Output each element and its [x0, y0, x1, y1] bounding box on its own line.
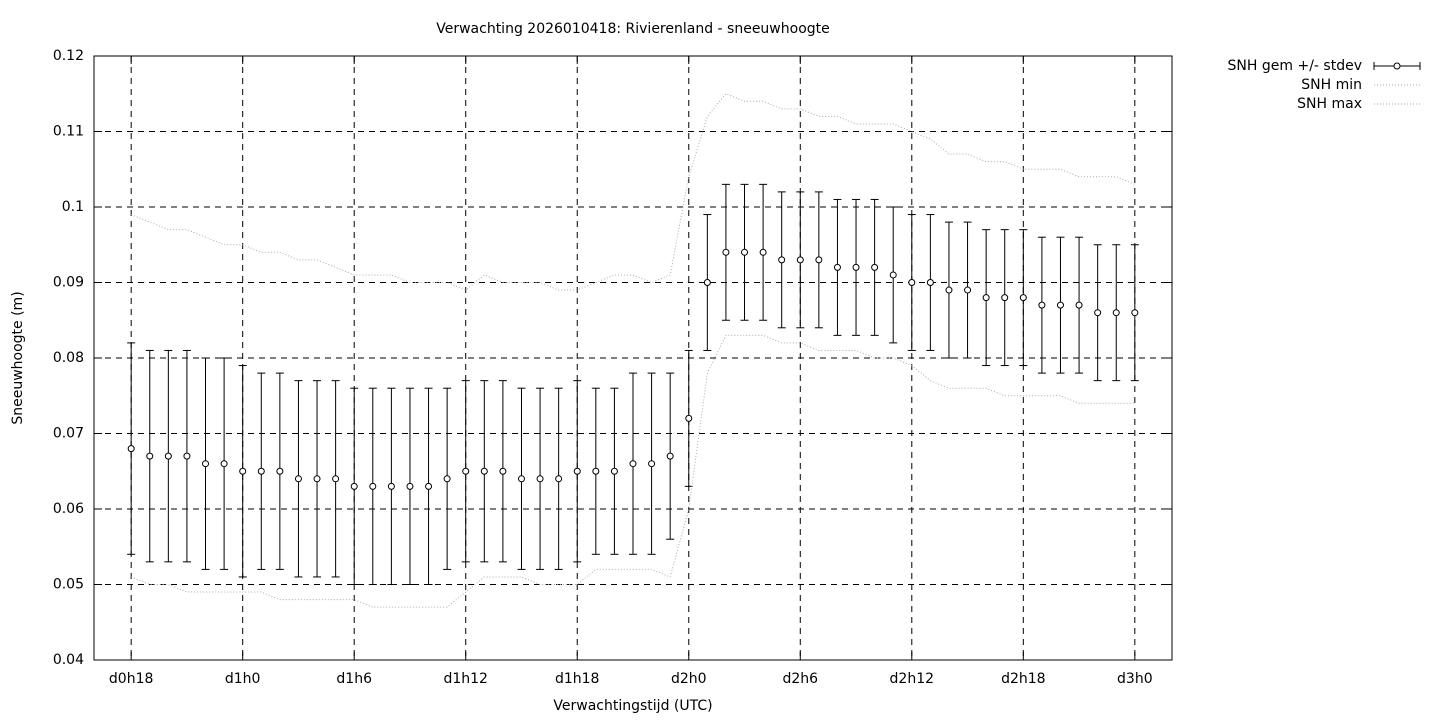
x-tick-label: d2h0 — [671, 671, 707, 687]
mean-point — [369, 482, 377, 490]
mean-point — [815, 256, 823, 264]
mean-point — [443, 475, 451, 483]
y-tick-label: 0.06 — [53, 501, 84, 517]
mean-point — [889, 271, 897, 279]
x-tick-label: d2h12 — [890, 671, 934, 687]
y-axis-label: Sneeuwhoogte (m) — [10, 291, 26, 424]
y-tick-label: 0.12 — [53, 48, 84, 64]
mean-point — [926, 279, 934, 286]
mean-point — [164, 452, 172, 460]
mean-point — [629, 460, 637, 468]
mean-point — [871, 263, 879, 271]
x-tick-label: d1h12 — [443, 671, 487, 687]
mean-point — [648, 460, 656, 468]
mean-point — [220, 460, 228, 468]
mean-point — [833, 263, 841, 271]
mean-point — [573, 467, 581, 475]
mean-point — [1112, 309, 1120, 317]
mean-point — [722, 248, 730, 256]
mean-point — [796, 256, 804, 264]
mean-point — [406, 482, 414, 490]
mean-point — [703, 279, 711, 286]
mean-point — [592, 467, 600, 475]
x-tick-label: d1h6 — [336, 671, 372, 687]
range-line — [130, 334, 1135, 608]
mean-point — [183, 452, 191, 460]
mean-point — [387, 482, 395, 490]
x-tick-label: d1h18 — [555, 671, 599, 687]
mean-point — [350, 482, 358, 490]
mean-point — [127, 445, 135, 453]
x-tick-label: d2h18 — [1001, 671, 1045, 687]
mean-point — [1038, 301, 1046, 309]
mean-point — [1075, 301, 1083, 309]
mean-point — [741, 248, 749, 256]
y-tick-label: 0.1 — [62, 199, 84, 215]
mean-point — [964, 286, 972, 294]
mean-point — [666, 452, 674, 460]
mean-point — [239, 467, 247, 475]
legend-label: SNH gem +/- stdev — [1228, 58, 1362, 74]
mean-point — [294, 475, 302, 483]
x-axis-label: Verwachtingstijd (UTC) — [553, 698, 712, 714]
legend-label: SNH max — [1297, 96, 1362, 112]
x-tick-label: d0h18 — [109, 671, 153, 687]
legend-label: SNH min — [1301, 77, 1362, 93]
mean-point — [257, 467, 265, 475]
mean-point — [852, 263, 860, 271]
y-tick-label: 0.11 — [53, 124, 84, 140]
mean-point — [1131, 309, 1139, 317]
mean-point — [332, 475, 340, 483]
mean-point — [945, 286, 953, 294]
mean-point — [1019, 294, 1027, 302]
y-tick-label: 0.07 — [53, 426, 84, 442]
mean-point — [202, 460, 210, 468]
mean-point — [425, 482, 433, 490]
x-tick-label: d1h0 — [225, 671, 261, 687]
mean-point — [480, 467, 488, 475]
mean-point — [778, 256, 786, 264]
chart-title: Verwachting 2026010418: Rivierenland - s… — [436, 21, 830, 37]
mean-point — [610, 467, 618, 475]
legend-swatch — [1393, 62, 1401, 70]
mean-point — [685, 414, 693, 422]
mean-point — [462, 467, 470, 475]
mean-point — [146, 452, 154, 460]
y-tick-label: 0.08 — [53, 350, 84, 366]
y-tick-label: 0.04 — [53, 652, 84, 668]
mean-point — [982, 294, 990, 302]
mean-point — [517, 475, 525, 483]
mean-point — [1056, 301, 1064, 309]
y-tick-label: 0.05 — [53, 577, 84, 593]
range-line — [130, 93, 1136, 291]
mean-point — [555, 475, 563, 483]
x-tick-label: d3h0 — [1117, 671, 1153, 687]
mean-point — [759, 248, 767, 256]
x-tick-label: d2h6 — [782, 671, 818, 687]
plot-frame — [93, 55, 1173, 661]
mean-point — [908, 279, 916, 286]
y-tick-label: 0.09 — [53, 275, 84, 291]
mean-point — [276, 467, 284, 475]
mean-point — [313, 475, 321, 483]
mean-point — [1001, 294, 1009, 302]
mean-point — [499, 467, 507, 475]
mean-point — [1094, 309, 1102, 317]
mean-point — [536, 475, 544, 483]
